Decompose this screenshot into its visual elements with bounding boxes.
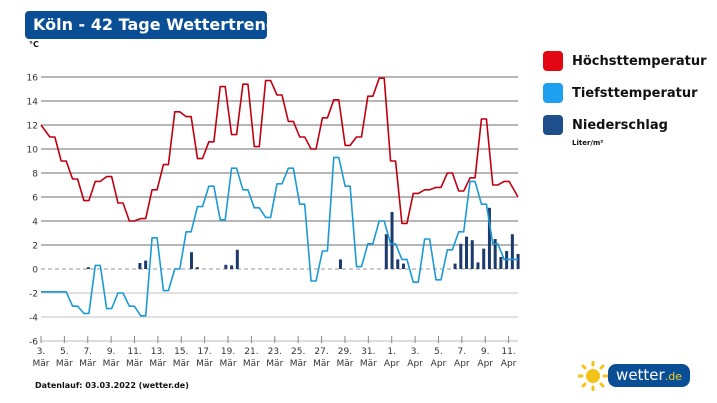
- x-tick-month: Mär: [56, 359, 73, 369]
- x-tick-day: 5.: [434, 347, 443, 357]
- precip-bar: [224, 264, 228, 269]
- precip-bar: [86, 267, 90, 269]
- y-tick-label: 10: [27, 146, 39, 156]
- x-tick-day: 9.: [481, 347, 490, 357]
- x-tick-month: Mär: [360, 359, 377, 369]
- legend-item-min-temp: Tiefsttemperatur: [543, 83, 698, 103]
- x-tick-day: 3.: [411, 347, 420, 357]
- legend-label: Höchsttemperatur: [572, 53, 707, 69]
- y-axis-unit: °C: [29, 40, 39, 49]
- precip-bar: [459, 243, 463, 269]
- precip-bar: [144, 260, 148, 269]
- x-tick-month: Apr: [477, 359, 493, 369]
- precip-bar: [510, 234, 514, 269]
- legend-label: Niederschlag: [572, 117, 668, 133]
- x-tick-day: 15.: [174, 347, 188, 357]
- x-tick-day: 11.: [127, 347, 141, 357]
- legend-swatch-red: [543, 51, 563, 71]
- x-tick-day: 13.: [151, 347, 165, 357]
- legend-swatch-darkblue: [543, 115, 563, 135]
- y-tick-label: 12: [27, 122, 38, 132]
- legend-swatch-lightblue: [543, 83, 563, 103]
- precip-bar: [453, 263, 457, 269]
- x-tick-month: Mär: [336, 359, 353, 369]
- x-tick-day: 31.: [361, 347, 375, 357]
- x-tick-month: Mär: [290, 359, 307, 369]
- y-tick-label: -4: [29, 314, 38, 324]
- y-tick-label: 16: [27, 74, 39, 84]
- x-tick-month: Mär: [266, 359, 283, 369]
- x-tick-day: 5.: [60, 347, 69, 357]
- y-tick-label: -2: [29, 290, 38, 300]
- precip-unit: Liter/m²: [572, 139, 604, 147]
- precip-bar: [401, 263, 405, 269]
- precip-bar: [516, 254, 520, 269]
- x-tick-month: Mär: [173, 359, 190, 369]
- x-tick-day: 17.: [197, 347, 211, 357]
- max-temp-line: [40, 77, 519, 225]
- legend-item-max-temp: Höchsttemperatur: [543, 51, 707, 71]
- x-tick-day: 27.: [314, 347, 328, 357]
- x-tick-day: 21.: [244, 347, 258, 357]
- logo-text: wetter.de: [608, 364, 690, 387]
- chart-title: Köln - 42 Tage Wettertrend: [25, 11, 277, 39]
- x-tick-day: 7.: [83, 347, 92, 357]
- y-tick-label: 14: [27, 98, 39, 108]
- precip-bar: [487, 207, 491, 269]
- y-tick-label: 6: [32, 194, 38, 204]
- y-tick-label: 8: [32, 170, 38, 180]
- x-tick-day: 9.: [107, 347, 116, 357]
- x-tick-month: Apr: [384, 359, 400, 369]
- precip-bar: [465, 236, 469, 269]
- precip-bar: [470, 240, 474, 269]
- precip-bar: [493, 239, 497, 269]
- precip-bar: [230, 265, 234, 269]
- precip-bar: [396, 259, 400, 269]
- x-tick-day: 11.: [501, 347, 515, 357]
- x-tick-month: Mär: [196, 359, 213, 369]
- x-tick-month: Mär: [33, 359, 50, 369]
- x-tick-month: Mär: [126, 359, 143, 369]
- x-tick-day: 25.: [291, 347, 305, 357]
- x-tick-day: 19.: [221, 347, 235, 357]
- x-tick-month: Apr: [454, 359, 470, 369]
- precip-bar: [482, 248, 486, 269]
- precip-bar: [384, 234, 388, 269]
- x-tick-day: 1.: [387, 347, 396, 357]
- y-tick-label: 2: [32, 242, 38, 252]
- precip-bar: [235, 249, 239, 269]
- precip-bar: [189, 252, 193, 269]
- precip-bar: [476, 262, 480, 269]
- x-tick-month: Mär: [149, 359, 166, 369]
- data-run-note: Datenlauf: 03.03.2022 (wetter.de): [35, 381, 189, 390]
- x-tick-month: Mär: [313, 359, 330, 369]
- x-tick-month: Mär: [220, 359, 237, 369]
- legend-label: Tiefsttemperatur: [572, 85, 698, 101]
- precip-bar: [390, 212, 394, 269]
- x-tick-day: 3.: [37, 347, 46, 357]
- x-tick-day: 23.: [268, 347, 282, 357]
- x-tick-month: Mär: [243, 359, 260, 369]
- sun-icon: [578, 361, 608, 391]
- y-tick-label: -6: [29, 338, 38, 348]
- x-tick-month: Mär: [79, 359, 96, 369]
- x-tick-month: Apr: [407, 359, 423, 369]
- precip-bar: [138, 263, 142, 269]
- precip-bar: [338, 259, 342, 269]
- y-tick-label: 0: [32, 266, 38, 276]
- x-tick-month: Apr: [501, 359, 517, 369]
- precip-bar: [195, 267, 199, 269]
- x-tick-month: Apr: [431, 359, 447, 369]
- wetter-de-logo: wetter.de: [578, 361, 693, 391]
- y-tick-label: 4: [32, 218, 38, 228]
- legend-item-precipitation: Niederschlag: [543, 115, 668, 135]
- precip-bar: [499, 257, 503, 269]
- x-tick-month: Mär: [103, 359, 120, 369]
- x-tick-day: 29.: [338, 347, 352, 357]
- x-tick-day: 7.: [458, 347, 467, 357]
